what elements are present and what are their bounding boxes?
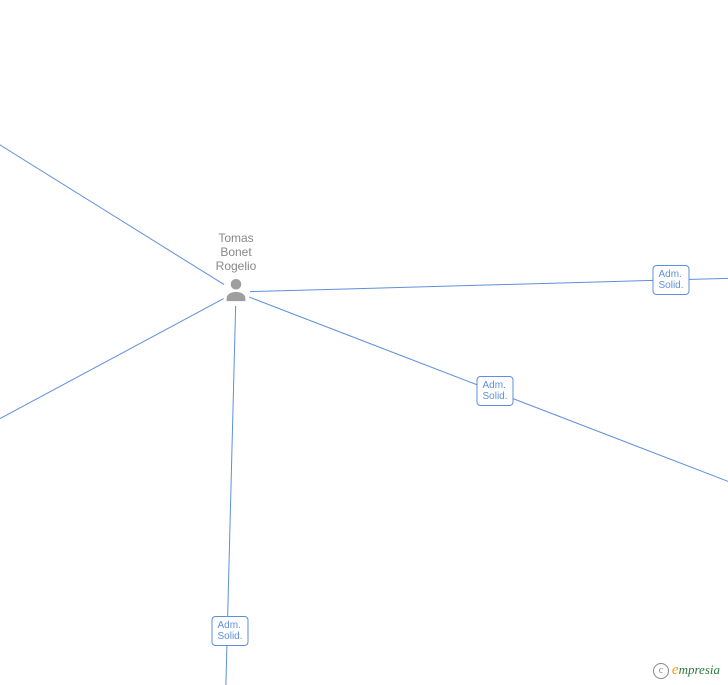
badge-line: Adm.	[482, 380, 507, 391]
graph-canvas	[0, 0, 728, 685]
badge-line: Adm.	[658, 269, 683, 280]
badge-line: Solid.	[217, 631, 242, 642]
node-label-line: Rogelio	[216, 260, 257, 274]
badge-line: Solid.	[658, 280, 683, 291]
badge-line: Solid.	[482, 391, 507, 402]
edge-role-badge[interactable]: Adm.Solid.	[211, 616, 248, 646]
graph-edge	[0, 120, 224, 285]
copyright-icon: c	[653, 663, 669, 679]
edge-role-badge[interactable]: Adm.Solid.	[652, 265, 689, 295]
graph-edge	[0, 299, 224, 440]
watermark: cempresia	[653, 662, 720, 679]
node-label-line: Bonet	[216, 246, 257, 260]
node-label-line: Tomas	[216, 232, 257, 246]
badge-line: Adm.	[217, 620, 242, 631]
person-icon[interactable]	[222, 276, 250, 309]
center-node-label: TomasBonetRogelio	[216, 232, 257, 273]
edge-role-badge[interactable]: Adm.Solid.	[476, 376, 513, 406]
